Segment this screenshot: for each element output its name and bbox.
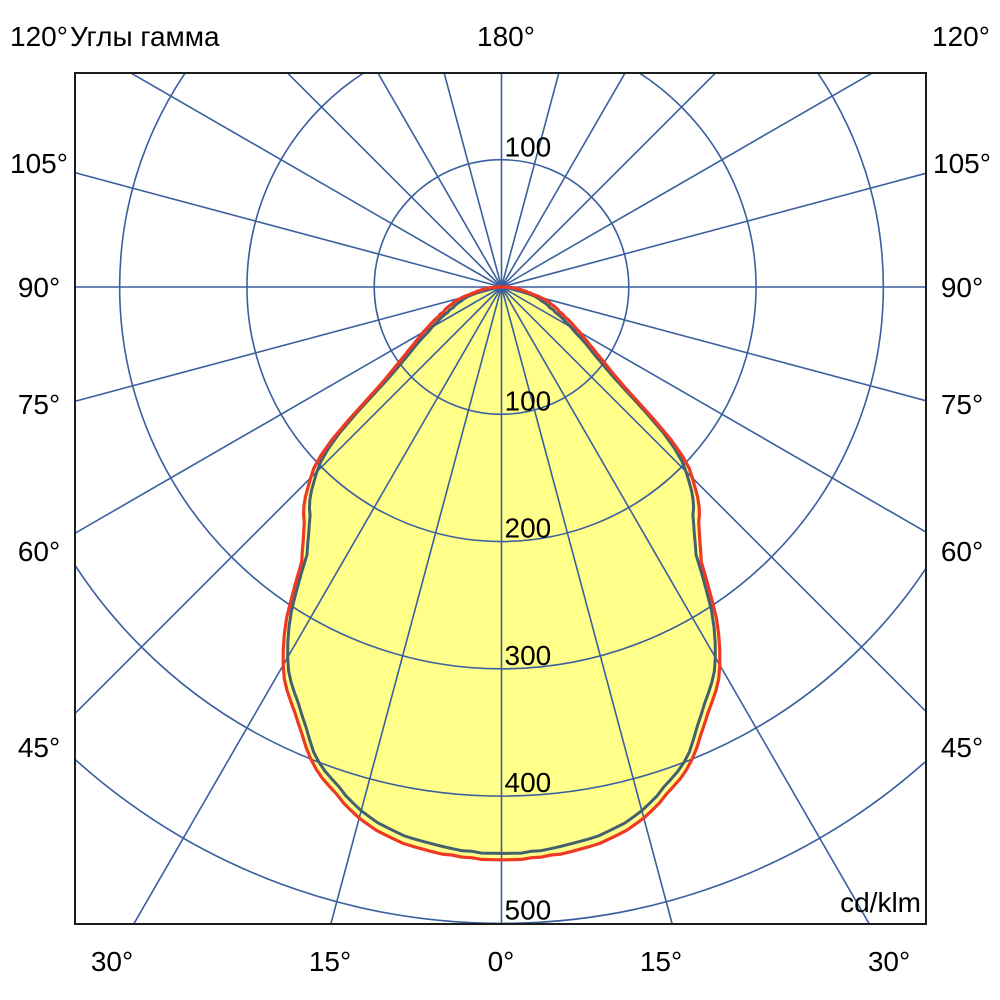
- radial-label-400: 400: [505, 767, 552, 798]
- angle-label-left-0: 105°: [10, 148, 68, 179]
- grid-ray-105deg-left: [75, 171, 502, 288]
- angle-label-bottom-1: 15°: [309, 946, 351, 977]
- angle-label-left-1: 90°: [18, 272, 60, 303]
- angle-label-bottom-3: 15°: [640, 946, 682, 977]
- unit-label: cd/klm: [840, 887, 921, 918]
- grid-ray-45deg-right: [500, 286, 926, 713]
- radial-label-upper-100: 100: [505, 132, 552, 163]
- angle-label-left-3: 60°: [18, 536, 60, 567]
- grid-ray-60deg-left: [75, 286, 502, 535]
- radial-label-200: 200: [505, 513, 552, 544]
- grid-ray-45deg-left: [75, 286, 503, 715]
- grid-ray-60deg-right: [501, 286, 926, 534]
- grid-ray-105deg-right: [501, 172, 926, 288]
- radial-label-300: 300: [505, 640, 552, 671]
- angle-label-top-0: 120°: [10, 21, 68, 52]
- grid-ray-150deg-left: [377, 73, 503, 288]
- angle-label-left-4: 45°: [18, 732, 60, 763]
- grid-ray-120deg-left: [129, 73, 502, 288]
- angle-label-bottom-0: 30°: [91, 946, 133, 977]
- grid-ray-30deg-right: [500, 286, 871, 924]
- radial-label-500: 500: [505, 894, 552, 925]
- grid-ray-135deg-left: [286, 73, 503, 288]
- chart-title: Углы гамма: [70, 21, 220, 52]
- angle-label-top-2: 120°: [932, 21, 990, 52]
- grid-ray-15deg-left: [329, 286, 503, 924]
- grid-ray-75deg-left: [75, 286, 502, 403]
- angle-label-bottom-2: 0°: [488, 946, 515, 977]
- angle-label-left-2: 75°: [18, 389, 60, 420]
- grid-ray-120deg-right: [501, 73, 874, 288]
- intensity-curve-inner: [286, 285, 717, 855]
- axis-labels: 100 200 300 400 500 100 120° 180° 120° 105° 90° 75°…: [10, 21, 991, 977]
- plot-frame: [74, 72, 927, 925]
- angle-label-right-3: 60°: [941, 536, 983, 567]
- angle-label-right-1: 90°: [941, 272, 983, 303]
- angle-label-right-4: 45°: [941, 732, 983, 763]
- grid-ray-75deg-right: [501, 286, 926, 402]
- angle-label-top-1: 180°: [477, 21, 535, 52]
- grid-ray-30deg-left: [132, 286, 503, 924]
- grid-ray-15deg-right: [500, 286, 674, 924]
- angle-label-right-0: 105°: [933, 148, 991, 179]
- radial-label-100: 100: [505, 385, 552, 416]
- grid-ray-150deg-right: [500, 73, 626, 288]
- angle-label-bottom-4: 30°: [868, 946, 910, 977]
- angle-label-right-2: 75°: [941, 389, 983, 420]
- grid-ray-135deg-right: [500, 73, 717, 288]
- intensity-curve-outer: [281, 285, 722, 862]
